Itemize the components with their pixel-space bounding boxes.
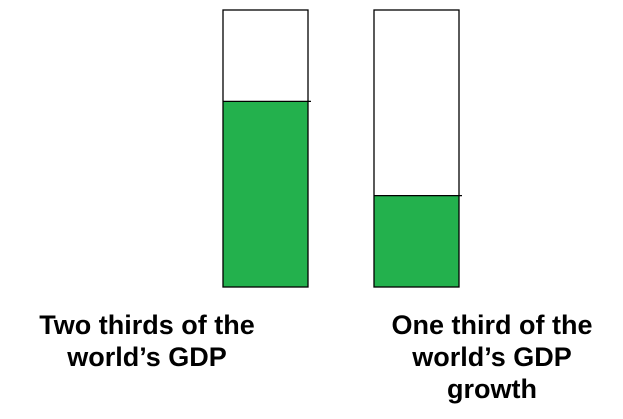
caption-line: One third of the xyxy=(391,310,593,340)
caption-line: Two thirds of the xyxy=(39,310,255,340)
bar-fill xyxy=(223,101,308,287)
bar-caption-two-thirds-gdp: Two thirds of the world’s GDP xyxy=(2,309,292,373)
bar-two-thirds-gdp xyxy=(222,9,311,288)
caption-line: world’s GDP xyxy=(67,342,227,372)
bar-outline xyxy=(373,9,460,288)
bar-caption-one-third-gdp-growth: One third of the world’s GDP growth xyxy=(362,309,622,405)
bar-outline xyxy=(222,9,309,288)
caption-line: world’s GDP xyxy=(412,342,572,372)
bar-one-third-gdp-growth xyxy=(373,9,462,288)
bar-fill xyxy=(374,195,459,287)
caption-line: growth xyxy=(447,374,537,404)
